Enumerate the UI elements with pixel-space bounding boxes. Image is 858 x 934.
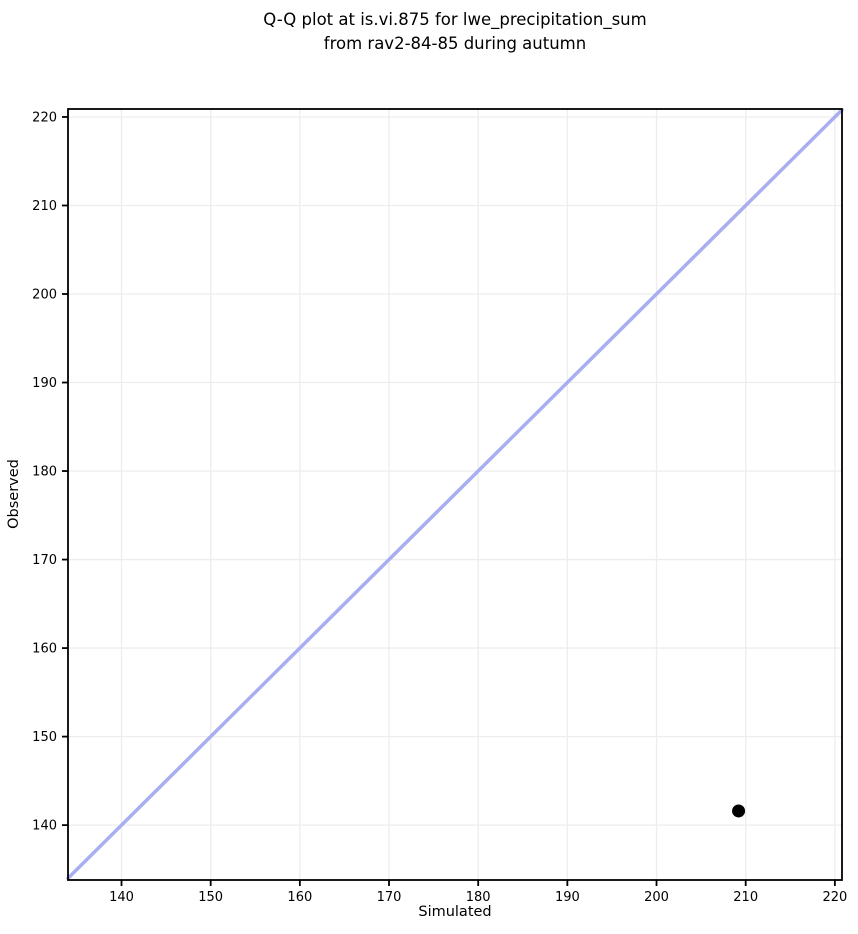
chart-title-line-2: from rav2-84-85 during autumn bbox=[323, 34, 587, 53]
chart-title: Q-Q plot at is.vi.875 for lwe_precipitat… bbox=[68, 8, 842, 56]
y-tick-label: 150 bbox=[32, 730, 57, 745]
x-tick-label: 180 bbox=[466, 890, 491, 905]
y-tick-label: 180 bbox=[32, 465, 57, 480]
y-tick-label: 160 bbox=[32, 642, 57, 657]
data-point bbox=[732, 804, 746, 818]
y-tick-label: 170 bbox=[32, 553, 57, 568]
x-tick-label: 220 bbox=[822, 890, 847, 905]
x-tick-label: 200 bbox=[644, 890, 669, 905]
x-tick-label: 210 bbox=[733, 890, 758, 905]
x-tick-label: 150 bbox=[198, 890, 223, 905]
chart-title-line-1: Q-Q plot at is.vi.875 for lwe_precipitat… bbox=[263, 10, 647, 29]
x-tick-label: 160 bbox=[287, 890, 312, 905]
y-tick-label: 220 bbox=[32, 110, 57, 125]
x-tick-label: 170 bbox=[377, 890, 402, 905]
x-axis-label: Simulated bbox=[418, 904, 492, 920]
y-tick-label: 140 bbox=[32, 819, 57, 834]
x-tick-label: 140 bbox=[109, 890, 134, 905]
y-axis-label: Observed bbox=[6, 459, 22, 529]
x-tick-label: 190 bbox=[555, 890, 580, 905]
y-tick-label: 200 bbox=[32, 288, 57, 303]
y-tick-label: 190 bbox=[32, 376, 57, 391]
identity-line bbox=[66, 108, 844, 880]
y-tick-label: 210 bbox=[32, 199, 57, 214]
axes-box bbox=[67, 108, 843, 881]
